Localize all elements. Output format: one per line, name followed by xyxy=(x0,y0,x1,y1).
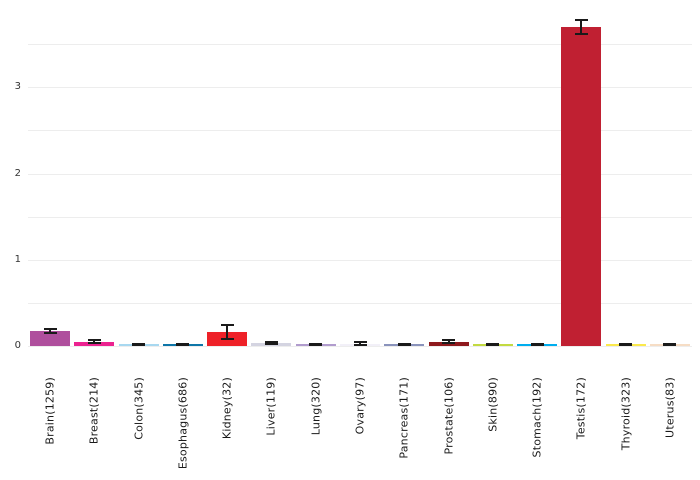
error-bar-cap-top-ovary-97 xyxy=(354,341,367,343)
gridline xyxy=(28,346,692,347)
gridline xyxy=(28,303,692,304)
error-bar-cap-top-liver-119 xyxy=(265,341,278,343)
error-bar-cap-bottom-esophagus-686 xyxy=(176,344,189,346)
y-axis-tick-label: 2 xyxy=(14,168,21,179)
x-axis-label-lung-320: Lung(320) xyxy=(309,377,323,436)
error-bar-cap-bottom-thyroid-323 xyxy=(619,344,632,346)
error-bar-cap-bottom-stomach-192 xyxy=(531,344,544,346)
x-axis-label-esophagus-686: Esophagus(686) xyxy=(176,377,190,470)
error-bar-cap-top-testis-172 xyxy=(575,19,588,21)
gridline xyxy=(28,174,692,175)
error-bar-cap-bottom-brain-1259 xyxy=(44,332,57,334)
error-bar-line-ovary-97 xyxy=(359,342,361,345)
x-axis-label-skin-890: Skin(890) xyxy=(486,377,500,432)
bar-brain-1259 xyxy=(30,331,70,346)
x-axis-label-colon-345: Colon(345) xyxy=(132,377,146,440)
error-bar-line-testis-172 xyxy=(580,20,582,34)
x-axis-label-breast-214: Breast(214) xyxy=(87,377,101,445)
error-bar-cap-bottom-lung-320 xyxy=(309,344,322,346)
error-bar-cap-top-kidney-32 xyxy=(221,324,234,326)
error-bar-cap-bottom-kidney-32 xyxy=(221,338,234,340)
error-bar-cap-bottom-uterus-83 xyxy=(663,344,676,346)
error-bar-cap-bottom-colon-345 xyxy=(132,344,145,346)
gridline xyxy=(28,260,692,261)
error-bar-cap-top-brain-1259 xyxy=(44,328,57,330)
x-axis-label-brain-1259: Brain(1259) xyxy=(43,377,57,445)
bar-prostate-106 xyxy=(429,342,469,346)
bar-testis-172 xyxy=(561,27,601,346)
error-bar-cap-bottom-testis-172 xyxy=(575,33,588,35)
error-bar-cap-bottom-prostate-106 xyxy=(442,342,455,344)
y-axis-tick-label: 3 xyxy=(14,81,21,92)
x-axis-label-liver-119: Liver(119) xyxy=(264,377,278,436)
error-bar-cap-bottom-ovary-97 xyxy=(354,344,367,346)
error-bar-line-breast-214 xyxy=(93,340,95,343)
x-axis-label-stomach-192: Stomach(192) xyxy=(530,377,544,458)
x-axis-label-kidney-32: Kidney(32) xyxy=(220,377,234,440)
gridline xyxy=(28,87,692,88)
gridline xyxy=(28,130,692,131)
gridline xyxy=(28,217,692,218)
gridline xyxy=(28,44,692,45)
error-bar-cap-top-prostate-106 xyxy=(442,339,455,341)
error-bar-cap-bottom-liver-119 xyxy=(265,343,278,345)
y-axis-tick-label: 1 xyxy=(14,254,21,265)
error-bar-line-kidney-32 xyxy=(226,325,228,339)
error-bar-cap-bottom-skin-890 xyxy=(486,344,499,346)
bar-breast-214 xyxy=(74,342,114,346)
x-axis-label-ovary-97: Ovary(97) xyxy=(353,377,367,435)
x-axis-label-prostate-106: Prostate(106) xyxy=(442,377,456,455)
x-axis-label-uterus-83: Uterus(83) xyxy=(663,377,677,438)
x-axis-label-pancreas-171: Pancreas(171) xyxy=(397,377,411,459)
error-bar-cap-bottom-pancreas-171 xyxy=(398,344,411,346)
error-bar-line-prostate-106 xyxy=(448,340,450,343)
x-axis-label-testis-172: Testis(172) xyxy=(574,377,588,440)
error-bar-cap-top-breast-214 xyxy=(88,339,101,341)
error-bar-line-brain-1259 xyxy=(49,329,51,333)
x-axis-label-thyroid-323: Thyroid(323) xyxy=(619,377,633,451)
y-axis-tick-label: 0 xyxy=(14,340,21,351)
error-bar-cap-bottom-breast-214 xyxy=(88,342,101,344)
